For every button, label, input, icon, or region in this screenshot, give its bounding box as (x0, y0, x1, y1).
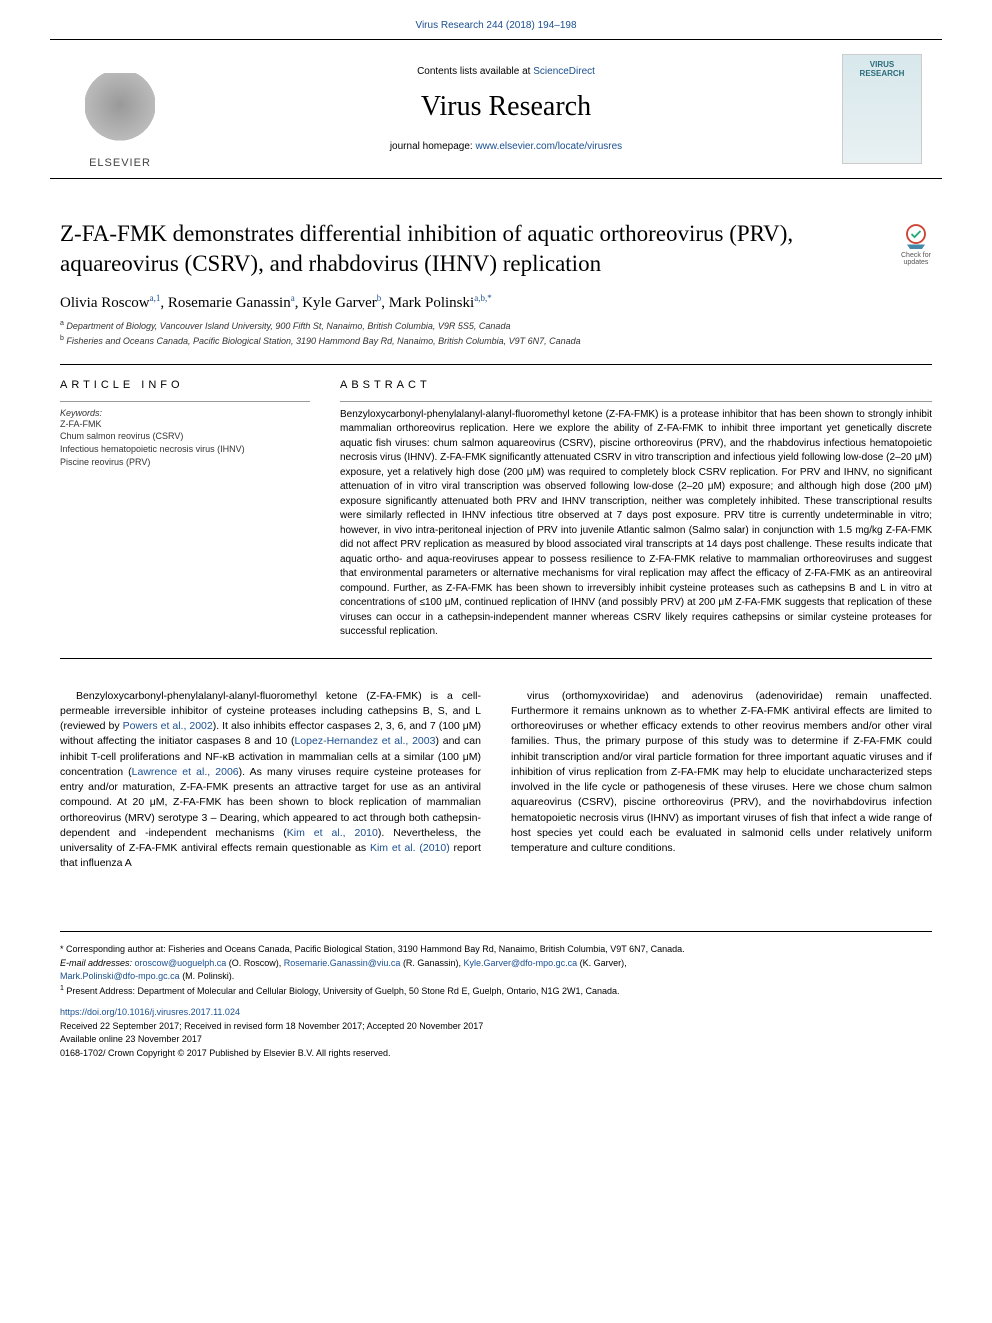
keywords-list: Z-FA-FMKChum salmon reovirus (CSRV)Infec… (60, 418, 310, 468)
author-affiliation-sup[interactable]: a,1 (150, 293, 161, 303)
article-info-heading: ARTICLE INFO (60, 379, 310, 391)
reference-link[interactable]: Lawrence et al., 2006 (132, 766, 239, 778)
present-address-text: Present Address: Department of Molecular… (64, 986, 620, 996)
body-column-left: Benzyloxycarbonyl-phenylalanyl-alanyl-fl… (60, 689, 481, 872)
email-last-line: Mark.Polinski@dfo-mpo.gc.ca (M. Polinski… (60, 970, 932, 984)
updates-badge-text: Check for updates (900, 252, 932, 266)
elsevier-tree-icon (85, 73, 155, 153)
author-affiliation-sup[interactable]: a,b,* (474, 293, 492, 303)
author-name: Rosemarie Ganassin (168, 295, 291, 311)
article-info-column: ARTICLE INFO Keywords: Z-FA-FMKChum salm… (60, 379, 310, 640)
citation-link[interactable]: Virus Research 244 (2018) 194–198 (415, 20, 576, 31)
affiliation-sup: b (60, 335, 64, 342)
reference-link[interactable]: Lopez-Hernandez et al., 2003 (294, 735, 435, 747)
present-address: 1 Present Address: Department of Molecul… (60, 984, 932, 999)
footer-divider (60, 931, 932, 932)
email-link[interactable]: oroscow@uoguelph.ca (135, 958, 227, 968)
publisher-logo: ELSEVIER (70, 49, 170, 169)
reference-link[interactable]: Powers et al., 2002 (123, 720, 213, 732)
check-updates-badge[interactable]: Check for updates (900, 219, 932, 269)
reference-link[interactable]: Kim et al., 2010 (287, 827, 378, 839)
affiliations: a Department of Biology, Vancouver Islan… (60, 320, 932, 346)
journal-banner: ELSEVIER Contents lists available at Sci… (50, 39, 942, 179)
received-dates: Received 22 September 2017; Received in … (60, 1020, 932, 1034)
journal-cover-thumbnail: VIRUS RESEARCH (842, 54, 922, 164)
reference-link[interactable]: Kim et al. (2010) (370, 842, 450, 854)
copyright-line: 0168-1702/ Crown Copyright © 2017 Publis… (60, 1047, 932, 1061)
abstract-text: Benzyloxycarbonyl-phenylalanyl-alanyl-fl… (340, 401, 932, 640)
online-date: Available online 23 November 2017 (60, 1033, 932, 1047)
corresponding-author: * Corresponding author at: Fisheries and… (60, 942, 932, 957)
email-label: E-mail addresses: (60, 958, 135, 968)
journal-cover-title: VIRUS RESEARCH (849, 61, 915, 79)
doi-link[interactable]: https://doi.org/10.1016/j.virusres.2017.… (60, 1006, 932, 1020)
body-paragraph: virus (orthomyxoviridae) and adenovirus … (511, 689, 932, 856)
homepage-prefix: journal homepage: (390, 141, 476, 152)
email-who: (M. Polinski). (180, 971, 235, 981)
homepage-line: journal homepage: www.elsevier.com/locat… (170, 141, 842, 152)
authors-line: Olivia Roscowa,1, Rosemarie Ganassina, K… (60, 293, 932, 312)
author-affiliation-sup[interactable]: a (291, 293, 295, 303)
author-name: Kyle Garver (302, 295, 377, 311)
title-row: Z-FA-FMK demonstrates differential inhib… (60, 219, 932, 293)
keyword-item: Chum salmon reovirus (CSRV) (60, 430, 310, 443)
keyword-item: Z-FA-FMK (60, 418, 310, 431)
keyword-item: Piscine reovirus (PRV) (60, 456, 310, 469)
email-who: (R. Ganassin), (400, 958, 463, 968)
body-column-right: virus (orthomyxoviridae) and adenovirus … (511, 689, 932, 872)
author-affiliation-sup[interactable]: b (377, 293, 382, 303)
body-columns: Benzyloxycarbonyl-phenylalanyl-alanyl-fl… (60, 689, 932, 872)
author-name: Olivia Roscow (60, 295, 150, 311)
email-link[interactable]: Mark.Polinski@dfo-mpo.gc.ca (60, 971, 180, 981)
section-divider (60, 364, 932, 365)
section-divider (60, 658, 932, 659)
body-paragraph: Benzyloxycarbonyl-phenylalanyl-alanyl-fl… (60, 689, 481, 872)
email-link[interactable]: Rosemarie.Ganassin@viu.ca (284, 958, 401, 968)
email-addresses: E-mail addresses: oroscow@uoguelph.ca (O… (60, 957, 932, 971)
homepage-link[interactable]: www.elsevier.com/locate/virusres (475, 141, 622, 152)
keyword-item: Infectious hematopoietic necrosis virus … (60, 443, 310, 456)
affiliation-line: a Department of Biology, Vancouver Islan… (60, 320, 932, 331)
publisher-name: ELSEVIER (89, 157, 151, 169)
contents-prefix: Contents lists available at (417, 66, 533, 77)
author-name: Mark Polinski (389, 295, 474, 311)
affiliation-sup: a (60, 320, 64, 327)
corresponding-text: * Corresponding author at: Fisheries and… (60, 944, 685, 954)
contents-line: Contents lists available at ScienceDirec… (170, 66, 842, 77)
email-who: (K. Garver), (577, 958, 627, 968)
abstract-heading: ABSTRACT (340, 379, 932, 391)
running-header: Virus Research 244 (2018) 194–198 (0, 0, 992, 39)
article-title: Z-FA-FMK demonstrates differential inhib… (60, 219, 880, 279)
email-link[interactable]: Kyle.Garver@dfo-mpo.gc.ca (463, 958, 577, 968)
affiliation-line: b Fisheries and Oceans Canada, Pacific B… (60, 335, 932, 346)
journal-title: Virus Research (170, 91, 842, 123)
email-who: (O. Roscow), (226, 958, 284, 968)
updates-icon (901, 222, 931, 252)
banner-center: Contents lists available at ScienceDirec… (170, 66, 842, 152)
footer: * Corresponding author at: Fisheries and… (0, 942, 992, 1090)
article-content: Z-FA-FMK demonstrates differential inhib… (0, 179, 992, 901)
abstract-column: ABSTRACT Benzyloxycarbonyl-phenylalanyl-… (340, 379, 932, 640)
info-abstract-row: ARTICLE INFO Keywords: Z-FA-FMKChum salm… (60, 379, 932, 640)
sciencedirect-link[interactable]: ScienceDirect (533, 66, 595, 77)
keywords-label: Keywords: (60, 401, 310, 418)
